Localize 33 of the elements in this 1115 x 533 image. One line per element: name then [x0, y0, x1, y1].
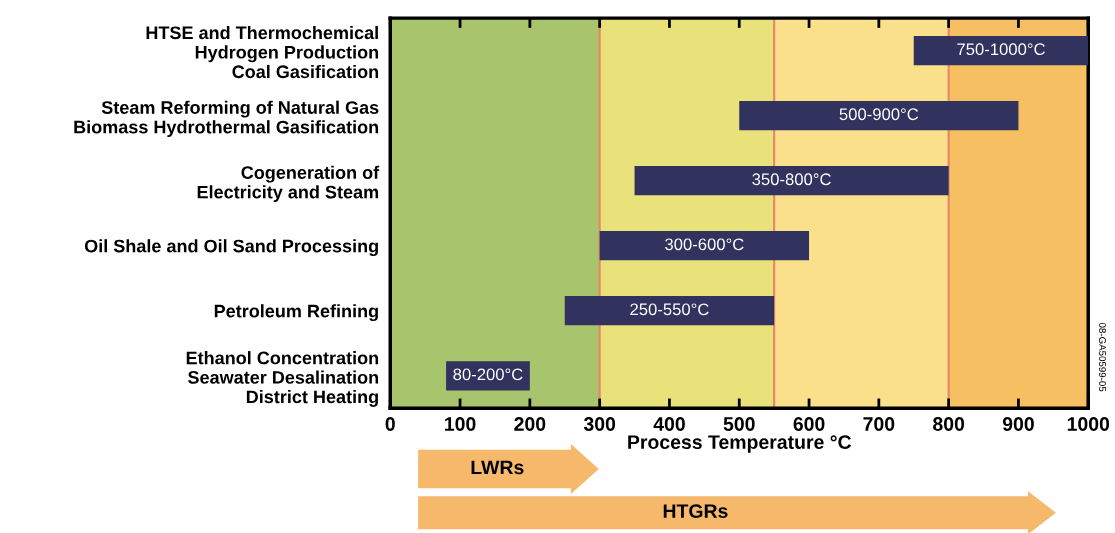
x-tick-label: 500 [723, 417, 755, 431]
data-label: 500-900°C [839, 108, 919, 121]
data-label: 750-1000°C [957, 43, 1045, 56]
data-label: 300-600°C [665, 238, 744, 251]
x-tick-label: 1000 [1067, 417, 1110, 431]
data-label: 80-200°C [453, 368, 523, 381]
bar [564, 296, 775, 326]
x-tick-label: 0 [385, 417, 395, 431]
y-tick-label: Cogeneration of Electricity and Steam [197, 165, 380, 203]
bar [739, 101, 1019, 131]
text: HTGRs [663, 504, 728, 518]
data-label: 250-550°C [630, 303, 709, 316]
bar [913, 36, 1089, 66]
x-tick-label: 300 [583, 417, 616, 431]
y-tick-label: Steam Reforming of Natural Gas Biomass Hydrothermal Gasification [74, 100, 379, 138]
x-tick-label: 800 [933, 417, 965, 431]
text: 08-GA50599-05 [1099, 322, 1106, 392]
text: LWRs [471, 460, 524, 475]
y-tick-label: Oil Shale and Oil Sand Processing [84, 239, 378, 257]
data-label: 350-800°C [752, 173, 831, 186]
bar [446, 361, 530, 391]
x-tick-label: 100 [445, 417, 476, 431]
x-tick-label: 200 [514, 417, 546, 431]
x-tick-label: 900 [1002, 417, 1034, 431]
y-tick-label: Ethanol Concentration Seawater Desalination District Heating [186, 351, 379, 407]
x-axis-title: Process Temperature °C [628, 435, 852, 453]
y-tick-label: Petroleum Refining [214, 304, 378, 322]
bar [634, 166, 949, 196]
y-tick-label: HTSE and Thermochemical Hydrogen Production Coal Gasification [146, 25, 379, 79]
x-tick-label: 400 [653, 417, 685, 431]
bar [599, 231, 810, 261]
x-tick-label: 700 [863, 417, 895, 431]
x-tick-label: 600 [793, 417, 825, 431]
